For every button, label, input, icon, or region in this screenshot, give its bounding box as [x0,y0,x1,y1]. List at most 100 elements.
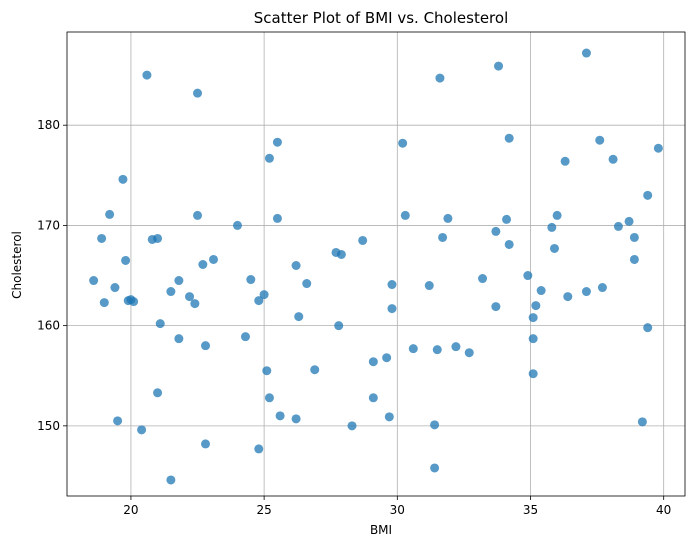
data-point [97,233,107,243]
data-point [581,287,591,297]
data-points [89,48,663,485]
data-point [581,48,591,58]
x-tick-label: 30 [390,503,405,517]
data-point [491,302,501,312]
data-point [531,301,541,311]
data-point [209,254,219,264]
data-point [272,213,282,223]
data-point [430,420,440,430]
data-point [643,190,653,200]
data-point [118,174,128,184]
data-point [424,281,434,291]
data-point [387,280,397,290]
chart-title: Scatter Plot of BMI vs. Cholesterol [254,9,508,27]
data-point [246,275,256,285]
data-point [110,283,120,293]
data-point [166,475,176,485]
data-point [347,421,357,431]
data-point [302,279,312,289]
data-point [643,323,653,333]
data-point [201,439,211,449]
data-point [174,334,184,344]
data-point [560,156,570,166]
data-point [198,260,208,270]
data-point [358,235,368,245]
data-point [491,226,501,236]
data-point [549,243,559,253]
data-point [528,334,538,344]
data-point [254,296,264,306]
data-point [129,297,139,307]
data-point [502,214,512,224]
data-point [536,286,546,296]
data-point [523,271,533,281]
data-point [408,344,418,354]
x-tick-label: 25 [256,503,271,517]
data-point [430,463,440,473]
data-point [336,249,346,259]
x-tick-label: 40 [656,503,671,517]
data-point [398,138,408,148]
x-axis-label: BMI [370,523,392,537]
data-point [384,412,394,422]
data-point [155,319,165,329]
data-point [382,353,392,363]
plot-area-frame [66,31,686,497]
data-point [494,61,504,71]
data-point [451,342,461,352]
x-tick-label: 35 [523,503,538,517]
data-point [595,135,605,145]
data-point [193,88,203,98]
data-point [504,133,514,143]
data-point [275,411,285,421]
data-point [137,425,147,435]
data-point [193,210,203,220]
data-point [254,444,264,454]
data-point [478,274,488,284]
y-tick-label: 180 [37,118,60,132]
grid-lines [67,32,685,496]
data-point [528,369,538,379]
data-point [232,220,242,230]
data-point [113,416,123,426]
data-point [99,298,109,308]
data-point [153,233,163,243]
y-tick-label: 150 [37,419,60,433]
data-point [368,393,378,403]
data-point [264,393,274,403]
y-axis-label: Cholesterol [10,231,24,299]
data-point [597,283,607,293]
data-point [637,417,647,427]
data-point [174,276,184,286]
data-point [185,292,195,302]
data-point [552,210,562,220]
data-point [438,232,448,242]
data-point [166,287,176,297]
data-point [368,357,378,367]
axis-ticks: 20 25 30 35 40 150 160 170 180 [37,118,671,517]
data-point [653,143,663,153]
data-point [240,332,250,342]
data-point [310,365,320,375]
data-point [190,299,200,309]
data-point [259,290,269,300]
data-point [334,321,344,331]
data-point [435,73,445,83]
y-tick-label: 160 [37,319,60,333]
data-point [464,348,474,358]
data-point [291,414,301,424]
data-point [613,221,623,231]
data-point [291,261,301,271]
data-point [201,341,211,351]
data-point [264,153,274,163]
data-point [400,210,410,220]
data-point [272,137,282,147]
data-point [89,276,99,286]
y-tick-label: 170 [37,218,60,232]
data-point [262,366,272,376]
data-point [387,304,397,314]
data-point [432,345,442,355]
